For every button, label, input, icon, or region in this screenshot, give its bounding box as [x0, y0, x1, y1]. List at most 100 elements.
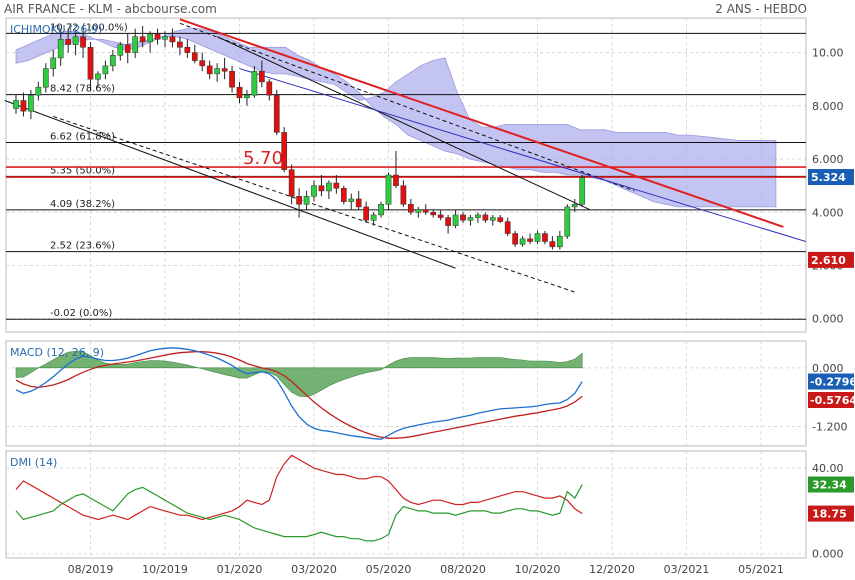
x-tick-label: 12/2020: [589, 563, 635, 576]
fib-level-label: 10.72 (100.0%): [50, 22, 128, 33]
x-tick-label: 08/2020: [440, 563, 486, 576]
candle-body: [57, 39, 64, 59]
fib-level-label: 8.42 (78.6%): [50, 84, 115, 95]
candle-body: [519, 238, 526, 245]
candle-body: [542, 233, 548, 242]
candle-body: [177, 41, 183, 48]
chart-source-title: AIR FRANCE - KLM - abcbourse.com: [4, 2, 217, 16]
candle-body: [236, 86, 243, 99]
candle-body: [28, 94, 34, 112]
di-plus-last-tag: 32.34: [812, 479, 847, 492]
di-minus-last-tag: 18.75: [812, 508, 847, 521]
candle-body: [251, 70, 258, 96]
signal-tag-bg: [808, 392, 854, 409]
candle-body: [214, 68, 221, 75]
candle-body: [50, 57, 57, 69]
candle-body: [296, 196, 302, 205]
candle-body: [281, 132, 288, 170]
fib-level-label: 6.62 (61.8%): [50, 132, 115, 143]
candle-body: [579, 177, 586, 205]
candle-body: [117, 44, 124, 56]
candle-body: [147, 33, 153, 43]
price-y-tick-label: 10.00: [812, 47, 844, 60]
dmi-y-tick-label: 40.00: [812, 462, 844, 475]
candle-body: [467, 217, 474, 221]
candle-body: [393, 174, 399, 186]
candle-body: [87, 47, 94, 80]
macd-line: [15, 347, 583, 440]
last-price-tag-bg: [808, 169, 854, 186]
x-tick-label: 03/2021: [664, 563, 710, 576]
candle-body: [154, 33, 161, 40]
dmi-panel-frame: [5, 450, 807, 559]
fib-level-label: 5.35 (50.0%): [50, 165, 115, 176]
candle-body: [534, 233, 541, 242]
candle-body: [266, 81, 273, 96]
candle-body: [437, 214, 444, 218]
candle-body: [489, 217, 496, 221]
x-tick-label: 08/2019: [68, 563, 114, 576]
upper-dashed-channel: [179, 22, 635, 192]
support-tag-bg: [808, 251, 854, 268]
fib-level-label: 2.52 (23.6%): [50, 241, 115, 252]
candle-body: [363, 206, 369, 221]
macd-signal-line: [15, 351, 583, 439]
x-tick-label: 05/2021: [738, 563, 784, 576]
candle-body: [132, 36, 139, 53]
x-tick-label: 10/2019: [142, 563, 188, 576]
candle-body: [504, 221, 511, 234]
signal-last-tag: -0.5764: [810, 394, 855, 407]
candle-body: [348, 198, 355, 202]
candle-body: [549, 241, 556, 248]
dmi-panel-label: DMI (14): [10, 456, 57, 469]
candle-body: [378, 204, 384, 216]
candle-body: [557, 235, 563, 248]
di-minus-tag-bg: [808, 505, 854, 522]
candle-body: [400, 185, 407, 205]
candle-body: [110, 55, 116, 67]
candle-body: [20, 100, 27, 112]
dmi-y-tick-label: 0.000: [812, 548, 844, 561]
x-tick-label: 03/2020: [291, 563, 337, 576]
price-y-tick-label: 8.000: [812, 100, 844, 113]
candle-body: [65, 39, 72, 45]
candle-body: [385, 174, 392, 205]
x-tick-label: 01/2020: [217, 563, 263, 576]
macd-histogram: [15, 350, 583, 398]
candle-body: [199, 60, 206, 67]
di-plus-line: [15, 484, 583, 542]
candle-body: [124, 44, 131, 53]
macd-panel-label: MACD (12, 26, 9): [10, 346, 104, 359]
lower-dashed-channel: [53, 115, 575, 293]
candle-body: [35, 86, 42, 96]
candle-body: [42, 68, 49, 88]
candle-body: [288, 169, 295, 197]
macd-last-tag: -0.2796: [810, 376, 855, 389]
chart-period: 2 ANS - HEBDO: [715, 2, 807, 16]
x-tick-label: 05/2020: [366, 563, 412, 576]
candle-body: [326, 182, 332, 192]
candle-body: [13, 100, 19, 109]
candle-body: [497, 217, 504, 222]
candle-body: [139, 36, 146, 43]
resistance-annotation: 5.70: [243, 148, 283, 169]
candle-body: [259, 70, 265, 83]
price-y-tick-label: 0.000: [812, 313, 844, 326]
blue-trend-line: [239, 68, 806, 243]
candle-body: [206, 65, 213, 75]
candle-body: [184, 47, 191, 53]
last-price-tag: 5.324: [811, 171, 846, 184]
candle-body: [527, 238, 533, 242]
candle-body: [460, 214, 466, 221]
candle-body: [95, 73, 101, 80]
candle-body: [191, 52, 198, 61]
di-minus-line: [15, 454, 583, 521]
candle-body: [408, 204, 414, 213]
candle-body: [221, 68, 228, 72]
candle-body: [422, 209, 429, 213]
candle-body: [340, 188, 347, 202]
candle-body: [303, 196, 310, 205]
candle-body: [311, 185, 317, 197]
candle-body: [333, 182, 340, 189]
candle-body: [273, 94, 280, 133]
